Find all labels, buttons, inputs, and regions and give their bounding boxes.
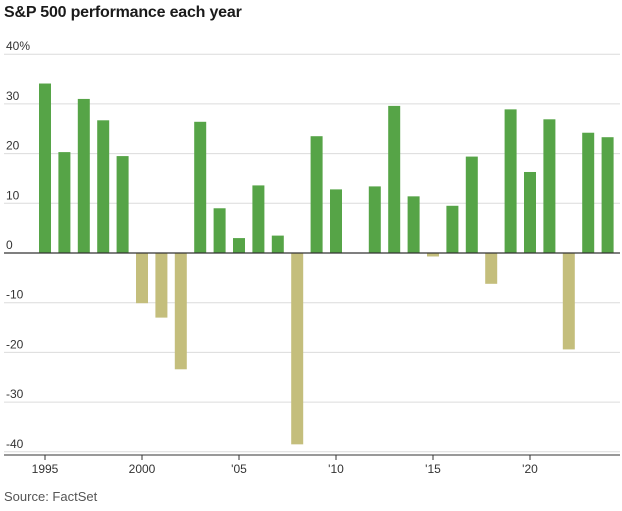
bar-2022 (562, 253, 575, 350)
y-tick-label: 20 (6, 139, 20, 153)
bar-2005 (233, 238, 245, 253)
y-tick-label: -20 (6, 337, 24, 351)
bar-1999 (116, 156, 129, 253)
source-note: Source: FactSet (4, 489, 98, 504)
bar-2001 (155, 253, 168, 318)
x-tick-label: '05 (231, 462, 247, 476)
bar-2021 (543, 119, 556, 253)
bar-2023 (582, 132, 595, 253)
y-tick-label: 10 (6, 188, 20, 202)
chart-title: S&P 500 performance each year (4, 4, 242, 21)
bar-2000 (136, 253, 148, 304)
bar-2017 (465, 156, 478, 253)
bar-2015 (427, 253, 439, 257)
bar-2007 (271, 235, 284, 253)
bar-1997 (77, 98, 90, 254)
x-tick-label: 1995 (32, 462, 59, 476)
bar-2003 (194, 121, 207, 254)
bar-2010 (330, 189, 342, 253)
bar-2024 (601, 137, 614, 253)
y-tick-label: 30 (6, 89, 20, 103)
bar-layer (39, 83, 614, 445)
x-tick-label: '10 (328, 462, 344, 476)
bar-1996 (58, 152, 71, 253)
x-tick-label: '15 (425, 462, 441, 476)
bar-1998 (97, 120, 110, 254)
bar-2006 (252, 185, 265, 253)
bar-2012 (368, 186, 381, 253)
y-tick-label: -10 (6, 288, 24, 302)
y-tick-label: 0 (6, 238, 13, 252)
x-tick-label: '20 (522, 462, 538, 476)
bar-2019 (504, 109, 517, 253)
x-tick-label: 2000 (129, 462, 156, 476)
bar-2014 (407, 196, 420, 253)
axis-layer (4, 252, 620, 460)
bar-2016 (446, 205, 459, 253)
label-layer: 40% 30 20 10 0 -10 -20 -30 -40 1995 2000 '05 '10 '15 '… (6, 39, 538, 476)
bar-2018 (485, 253, 498, 284)
bar-2013 (388, 105, 401, 253)
bar-2009 (310, 136, 323, 253)
bar-2002 (174, 253, 187, 370)
bar-2008 (291, 253, 304, 445)
bar-2004 (213, 208, 226, 253)
bar-1995 (39, 83, 51, 253)
y-tick-label: -30 (6, 387, 24, 401)
y-tick-label: 40% (6, 39, 30, 53)
y-tick-label: -40 (6, 437, 24, 451)
bar-2020 (524, 171, 536, 253)
